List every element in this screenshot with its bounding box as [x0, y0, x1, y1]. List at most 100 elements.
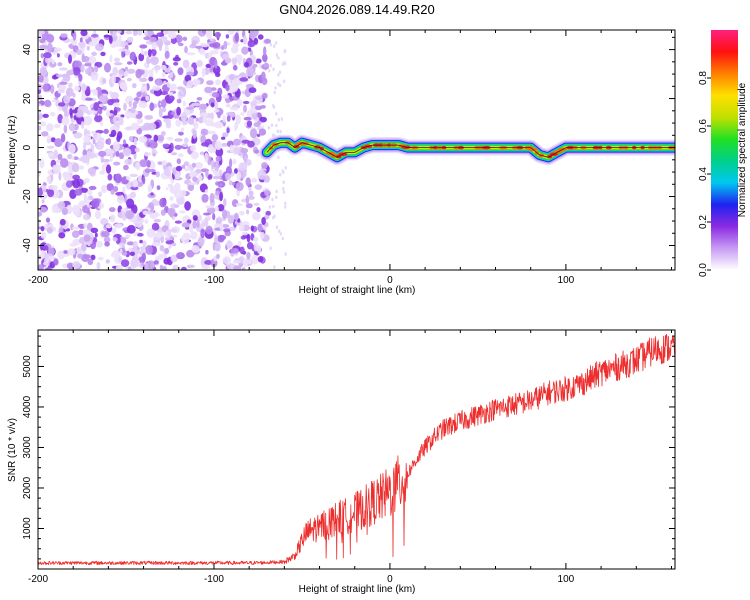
noise-blob: [183, 161, 190, 167]
noise-blob: [93, 65, 99, 73]
noise-blob: [73, 207, 81, 217]
noise-blob: [74, 85, 81, 92]
spectrogram-y-tick-label: -20: [22, 189, 33, 204]
noise-blob: [239, 210, 245, 216]
noise-blob: [85, 97, 93, 101]
noise-blob: [124, 193, 128, 204]
noise-blob: [121, 49, 125, 59]
noise-blob: [38, 188, 43, 197]
noise-blob: [53, 258, 59, 266]
noise-blob: [135, 162, 141, 171]
noise-blob: [125, 109, 132, 119]
noise-blob: [281, 236, 284, 241]
noise-blob: [44, 99, 52, 107]
noise-blob: [232, 43, 240, 48]
noise-blob: [282, 190, 286, 194]
noise-blob: [259, 116, 268, 123]
noise-blob: [190, 151, 199, 160]
noise-blob: [91, 51, 97, 57]
noise-blob: [228, 180, 233, 186]
noise-blob: [232, 65, 238, 71]
noise-blob: [113, 161, 121, 166]
noise-blob: [225, 84, 230, 92]
noise-blob: [124, 158, 133, 165]
noise-blob: [50, 84, 55, 94]
noise-blob: [126, 61, 133, 65]
noise-blob: [215, 72, 221, 78]
noise-blob: [169, 186, 179, 194]
noise-blob: [146, 260, 156, 270]
noise-blob: [261, 162, 268, 169]
noise-blob: [271, 197, 274, 202]
noise-blob: [275, 225, 279, 230]
noise-blob: [255, 58, 262, 64]
noise-blob: [217, 204, 225, 212]
snr-y-tick-label: 5000: [22, 355, 33, 378]
noise-blob: [229, 106, 239, 111]
noise-blob: [189, 223, 194, 233]
noise-blob: [255, 96, 263, 100]
noise-blob: [186, 106, 194, 110]
noise-blob: [233, 138, 241, 146]
noise-blob: [56, 74, 65, 78]
noise-blob: [122, 147, 132, 157]
noise-blob: [50, 137, 56, 143]
noise-blob: [57, 89, 62, 94]
noise-blob: [42, 83, 49, 92]
noise-blob: [102, 78, 107, 84]
spectrogram-x-tick-label: 0: [387, 275, 393, 286]
noise-blob: [107, 99, 114, 106]
noise-blob: [250, 225, 254, 232]
noise-blob: [212, 213, 216, 221]
noise-blob: [118, 68, 125, 75]
noise-blob: [222, 256, 232, 265]
noise-blob: [165, 229, 172, 239]
noise-blob: [76, 246, 82, 253]
noise-blob: [136, 91, 142, 98]
noise-blob: [205, 169, 209, 178]
noise-blob: [253, 202, 260, 206]
noise-blob: [52, 51, 58, 55]
noise-blob: [228, 73, 235, 81]
noise-blob: [183, 167, 191, 172]
noise-blob: [63, 250, 68, 254]
noise-blob: [153, 260, 159, 265]
noise-blob: [184, 74, 192, 82]
noise-blob: [277, 82, 280, 86]
noise-blob: [132, 30, 138, 36]
noise-blob: [132, 179, 139, 188]
noise-blob: [125, 210, 134, 220]
noise-blob: [94, 114, 103, 123]
noise-blob: [171, 30, 179, 33]
noise-blob: [148, 76, 154, 82]
spectrogram-x-tick-label: -100: [204, 275, 224, 286]
noise-blob: [226, 263, 236, 270]
noise-blob: [234, 212, 239, 221]
noise-blob: [42, 245, 49, 251]
noise-blob: [279, 83, 282, 88]
snr-x-tick-label: -100: [204, 574, 224, 585]
noise-blob: [245, 177, 251, 187]
noise-blob: [46, 34, 55, 43]
noise-blob: [234, 32, 239, 43]
noise-blob: [184, 45, 188, 54]
noise-blob: [149, 139, 157, 149]
noise-blob: [192, 176, 198, 182]
noise-blob: [44, 267, 53, 270]
noise-blob: [105, 110, 111, 118]
noise-blob: [91, 198, 100, 209]
noise-blob: [273, 44, 276, 48]
noise-blob: [191, 245, 200, 253]
noise-blob: [242, 258, 249, 268]
noise-blob: [215, 155, 222, 162]
noise-blob: [223, 198, 227, 207]
spectrogram-noise-region: [38, 30, 287, 270]
noise-blob: [86, 86, 91, 95]
noise-blob: [103, 236, 111, 244]
noise-blob: [125, 30, 133, 35]
noise-blob: [204, 152, 209, 163]
noise-blob: [158, 41, 163, 52]
noise-blob: [246, 209, 250, 215]
noise-blob: [229, 158, 233, 169]
noise-blob: [232, 58, 237, 67]
